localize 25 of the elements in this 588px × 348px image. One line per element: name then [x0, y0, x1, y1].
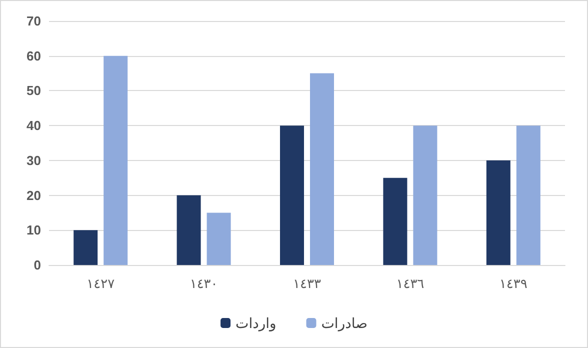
y-tick-label: 40 — [26, 118, 41, 134]
x-tick-label: ١٤٢٧ — [86, 276, 115, 291]
bar — [176, 195, 201, 265]
bar — [280, 126, 304, 265]
x-tick-label: ١٤٣٦ — [396, 276, 424, 291]
legend-label: صادرات — [321, 315, 368, 332]
y-tick-label: 60 — [26, 48, 41, 64]
legend-label: واردات — [236, 315, 276, 332]
bar — [104, 56, 128, 265]
bar — [206, 212, 231, 265]
bar — [74, 230, 98, 265]
y-tick-label: 0 — [34, 258, 41, 272]
y-tick-label: 20 — [26, 188, 41, 203]
y-tick-label: 50 — [26, 83, 41, 98]
x-tick-label: ١٤٣٣ — [293, 276, 321, 291]
x-tick-label: ١٤٣٠ — [190, 276, 218, 291]
bar — [413, 126, 438, 265]
bar — [516, 126, 540, 265]
bar — [383, 178, 408, 265]
y-tick-label: 70 — [26, 14, 41, 28]
y-tick-label: 10 — [26, 222, 41, 238]
y-tick-label: 30 — [26, 152, 41, 168]
x-tick-label: ١٤٣٩ — [499, 276, 528, 291]
bar — [486, 160, 510, 265]
bar — [310, 73, 334, 265]
